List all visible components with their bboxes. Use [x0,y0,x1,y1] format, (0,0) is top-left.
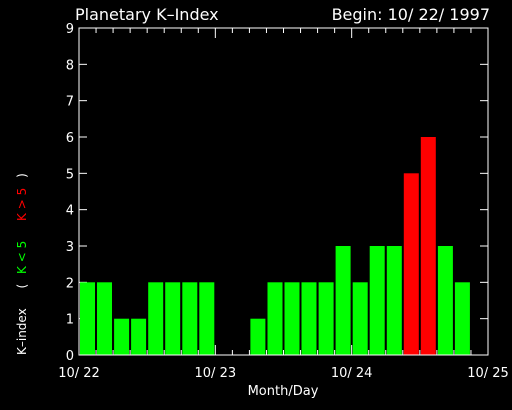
y-axis-label-group: K–index ( K < 5 K > 5 ) [15,173,29,355]
bar-20 [420,137,436,355]
x-axis-label: Month/Day [248,384,319,399]
y-tick-label-8: 8 [66,58,74,73]
x-tick-labels: 10/ 22 10/ 23 10/ 24 10/ 25 [58,366,509,381]
bar-13 [301,282,317,355]
x-tick-label-3: 10/ 25 [467,366,509,381]
y-tick-label-4: 4 [66,204,74,219]
legend-open-paren: ( [15,284,29,289]
bar-1 [97,282,112,355]
bar-15 [335,246,351,355]
chart-subtitle: Begin: 10/ 22/ 1997 [332,5,490,24]
legend-low-label: K < 5 [15,241,29,274]
legend-close-paren: ) [15,173,29,178]
y-tick-label-5: 5 [66,167,74,182]
bar-18 [386,246,402,355]
y-tick-label-6: 6 [66,131,74,146]
y-tick-label-0: 0 [66,349,74,364]
bar-21 [437,246,453,355]
x-tick-label-0: 10/ 22 [58,366,100,381]
y-tick-label-7: 7 [66,95,74,110]
x-tick-label-2: 10/ 24 [331,366,373,381]
y-tick-label-3: 3 [66,240,74,255]
y-tick-labels: 0 1 2 3 4 5 6 7 8 9 [66,22,74,364]
bar-19 [403,173,419,355]
chart-title: Planetary K–Index [75,5,219,24]
bar-5 [165,282,181,355]
bar-0 [80,282,95,355]
bar-4 [148,282,164,355]
bar-11 [267,282,283,355]
y-tick-label-1: 1 [66,313,74,328]
svg-text:K–index ( K < 5: K–index ( K < 5 K > 5 ) [15,173,29,355]
bar-22 [454,282,470,355]
bar-2 [114,318,130,355]
bar-16 [352,282,368,355]
bar-3 [131,318,147,355]
bars [80,137,470,355]
bar-7 [199,282,215,355]
bar-10 [250,318,266,355]
legend-high-label: K > 5 [15,188,29,221]
bar-6 [182,282,198,355]
x-tick-label-1: 10/ 23 [195,366,237,381]
y-tick-label-9: 9 [66,22,74,37]
axis-ticks [78,27,489,356]
bar-17 [369,246,385,355]
bar-14 [318,282,334,355]
bar-12 [284,282,300,355]
plot-frame [78,27,489,356]
y-axis-label: K–index [15,308,29,355]
y-tick-label-2: 2 [66,276,74,291]
